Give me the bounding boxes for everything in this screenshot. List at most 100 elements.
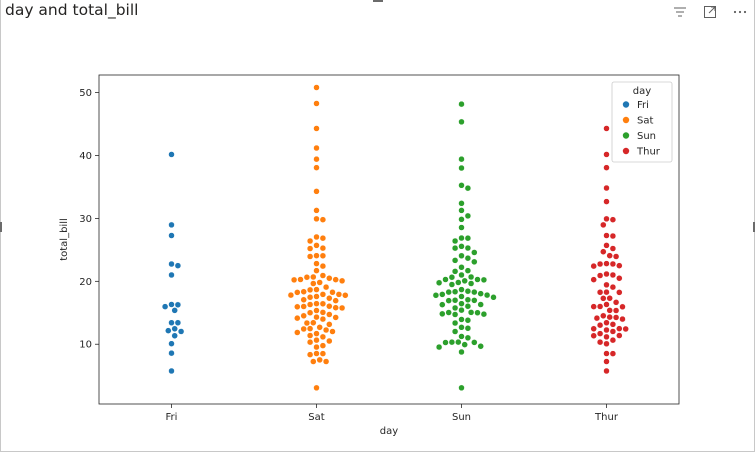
data-point-thur <box>600 221 607 229</box>
data-point-sat <box>319 350 327 357</box>
x-tick-label-thur: Thur <box>594 412 619 423</box>
data-point-sat <box>300 312 307 320</box>
data-point-sun <box>458 306 465 314</box>
resize-handle-top[interactable] <box>373 0 383 2</box>
data-point-fri <box>177 328 185 335</box>
data-point-fri <box>168 349 175 357</box>
data-point-sat <box>319 244 327 252</box>
data-point-sat <box>313 307 320 314</box>
data-point-thur <box>603 281 610 289</box>
data-point-thur <box>616 325 623 332</box>
data-point-sun <box>477 301 484 308</box>
data-point-sat <box>294 303 301 311</box>
data-point-sat <box>300 296 307 304</box>
data-point-sun <box>448 273 456 281</box>
data-point-sat <box>313 188 320 195</box>
resize-handle-right[interactable] <box>753 222 755 232</box>
data-point-thur <box>596 321 604 329</box>
data-point-sun <box>461 277 468 285</box>
data-point-fri <box>165 327 172 334</box>
data-point-sun <box>435 279 443 287</box>
data-point-fri <box>168 232 175 239</box>
visual-header-toolbar <box>670 3 750 21</box>
data-point-sun <box>458 348 465 356</box>
data-point-sun <box>451 244 459 252</box>
data-point-thur <box>590 276 597 283</box>
data-point-fri <box>168 151 175 158</box>
data-point-sat <box>326 275 333 282</box>
y-tick-label: 40 <box>79 151 92 162</box>
focus-mode-button[interactable] <box>700 3 720 21</box>
more-options-button[interactable] <box>730 3 750 21</box>
focus-mode-icon <box>704 6 716 18</box>
data-point-sat <box>338 304 346 312</box>
data-point-sun <box>451 319 459 327</box>
data-point-thur <box>603 125 610 132</box>
data-point-thur <box>603 350 610 357</box>
data-point-thur <box>596 330 604 337</box>
data-point-sat <box>319 291 327 298</box>
data-point-sat <box>322 326 330 334</box>
data-point-sun <box>458 118 465 126</box>
data-point-sat <box>306 309 314 316</box>
data-point-sat <box>332 304 339 311</box>
data-point-sat <box>306 338 314 346</box>
data-point-sat <box>313 260 320 267</box>
data-point-sun <box>439 301 446 308</box>
filter-button[interactable] <box>670 3 690 21</box>
data-point-thur <box>609 336 617 344</box>
data-point-sat <box>310 273 317 281</box>
resize-handle-left[interactable] <box>0 222 2 232</box>
data-point-thur <box>603 358 610 365</box>
data-point-sun <box>448 281 456 288</box>
data-point-sat <box>300 325 307 333</box>
data-point-sun <box>451 311 459 318</box>
data-point-thur <box>590 325 597 333</box>
data-point-fri <box>168 319 175 326</box>
data-point-thur <box>603 270 610 278</box>
data-point-sun <box>445 309 452 316</box>
legend-marker-thur <box>622 147 630 155</box>
data-point-fri <box>171 325 178 333</box>
data-point-sat <box>316 324 323 331</box>
data-point-sun <box>464 334 472 342</box>
legend-marker-sat <box>622 116 630 124</box>
data-point-sat <box>306 301 314 308</box>
data-point-thur <box>616 275 623 282</box>
data-point-sun <box>455 279 462 286</box>
data-point-fri <box>171 332 178 339</box>
data-point-sat <box>319 272 327 279</box>
data-point-thur <box>616 332 623 339</box>
data-point-sat <box>313 252 320 259</box>
data-point-sat <box>322 283 330 291</box>
y-tick-label: 20 <box>79 277 92 288</box>
data-point-thur <box>596 272 604 279</box>
legend-label-fri: Fri <box>637 100 649 111</box>
visual-title: day and total_bill <box>5 1 139 19</box>
data-point-sat <box>310 319 317 326</box>
data-point-sun <box>464 234 472 242</box>
data-point-sat <box>313 144 320 152</box>
data-point-sun <box>464 317 472 324</box>
data-point-sun <box>467 273 475 281</box>
legend-item-sat: Sat <box>622 116 653 127</box>
data-point-sun <box>458 316 465 323</box>
data-point-sat <box>326 302 333 310</box>
data-point-sat <box>319 315 327 323</box>
data-point-sun <box>458 234 465 242</box>
data-point-sun <box>490 294 497 301</box>
data-point-sun <box>474 309 481 316</box>
legend-marker-sun <box>622 132 630 139</box>
data-point-sat <box>313 207 320 214</box>
data-point-fri <box>168 301 175 308</box>
data-point-sun <box>458 164 465 172</box>
data-point-sat <box>313 330 320 337</box>
data-point-sun <box>451 297 459 304</box>
data-point-sat <box>319 216 327 223</box>
data-point-sun <box>458 216 465 223</box>
data-point-sat <box>329 289 336 296</box>
data-point-fri <box>168 271 175 279</box>
data-point-thur <box>609 232 617 240</box>
data-point-sat <box>313 125 320 132</box>
data-point-thur <box>603 184 610 192</box>
